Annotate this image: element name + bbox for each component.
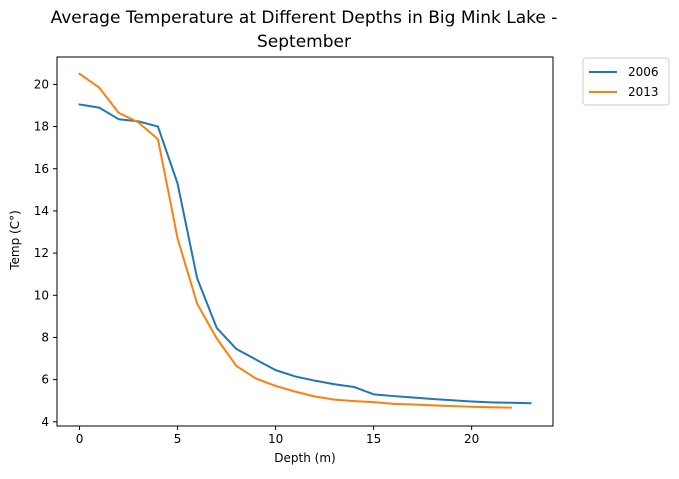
plot-frame bbox=[56, 56, 554, 427]
legend-label-2013: 2013 bbox=[628, 85, 659, 99]
y-tick-label: 12 bbox=[34, 246, 49, 260]
series-line-2013 bbox=[78, 72, 512, 409]
y-tick-label: 14 bbox=[34, 204, 49, 218]
y-axis-label: Temp (C°) bbox=[8, 210, 22, 271]
chart-title-line-1: Average Temperature at Different Depths … bbox=[51, 8, 558, 28]
x-tick-label: 5 bbox=[174, 432, 182, 446]
legend-label-2006: 2006 bbox=[628, 65, 659, 79]
x-tick-label: 10 bbox=[268, 432, 283, 446]
y-tick-label: 16 bbox=[34, 162, 49, 176]
y-tick-label: 18 bbox=[34, 120, 49, 134]
chart-title-line-2: September bbox=[257, 32, 351, 52]
plot-area: 0 5 10 15 20 4 6 8 10 12 14 16 18 20 bbox=[34, 56, 554, 446]
x-tick-label: 20 bbox=[464, 432, 479, 446]
x-tick-label: 0 bbox=[76, 432, 84, 446]
legend-box bbox=[582, 57, 670, 106]
y-tick-label: 20 bbox=[34, 77, 49, 91]
y-tick-label: 8 bbox=[41, 330, 49, 344]
series-line-2006 bbox=[78, 103, 532, 405]
y-tick-label: 10 bbox=[34, 288, 49, 302]
x-tick-label: 15 bbox=[366, 432, 381, 446]
legend: 2006 2013 bbox=[582, 57, 670, 106]
x-axis-label: Depth (m) bbox=[274, 451, 335, 465]
y-tick-label: 6 bbox=[41, 373, 49, 387]
y-tick-label: 4 bbox=[41, 415, 49, 429]
